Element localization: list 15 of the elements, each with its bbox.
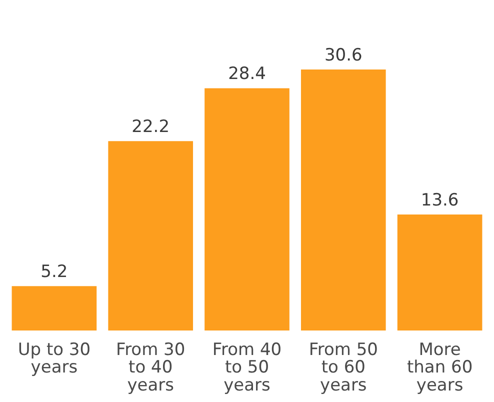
data-label: 13.6 — [420, 190, 459, 210]
x-tick-label: From 40 to 50 years — [212, 340, 282, 396]
data-label: 22.2 — [132, 117, 170, 138]
bar — [108, 141, 194, 330]
data-label: 30.6 — [324, 45, 362, 66]
data-label: 5.2 — [40, 262, 68, 282]
bar — [204, 88, 290, 330]
x-tick-label: More than 60 years — [406, 340, 473, 396]
x-tick-label: From 50 to 60 years — [308, 340, 378, 396]
bar — [12, 286, 97, 330]
data-label: 28.4 — [228, 64, 266, 84]
bar — [300, 70, 386, 330]
x-tick-label: From 30 to 40 years — [116, 340, 186, 396]
x-tick-label: Up to 30 years — [18, 340, 91, 378]
bar — [397, 214, 482, 330]
